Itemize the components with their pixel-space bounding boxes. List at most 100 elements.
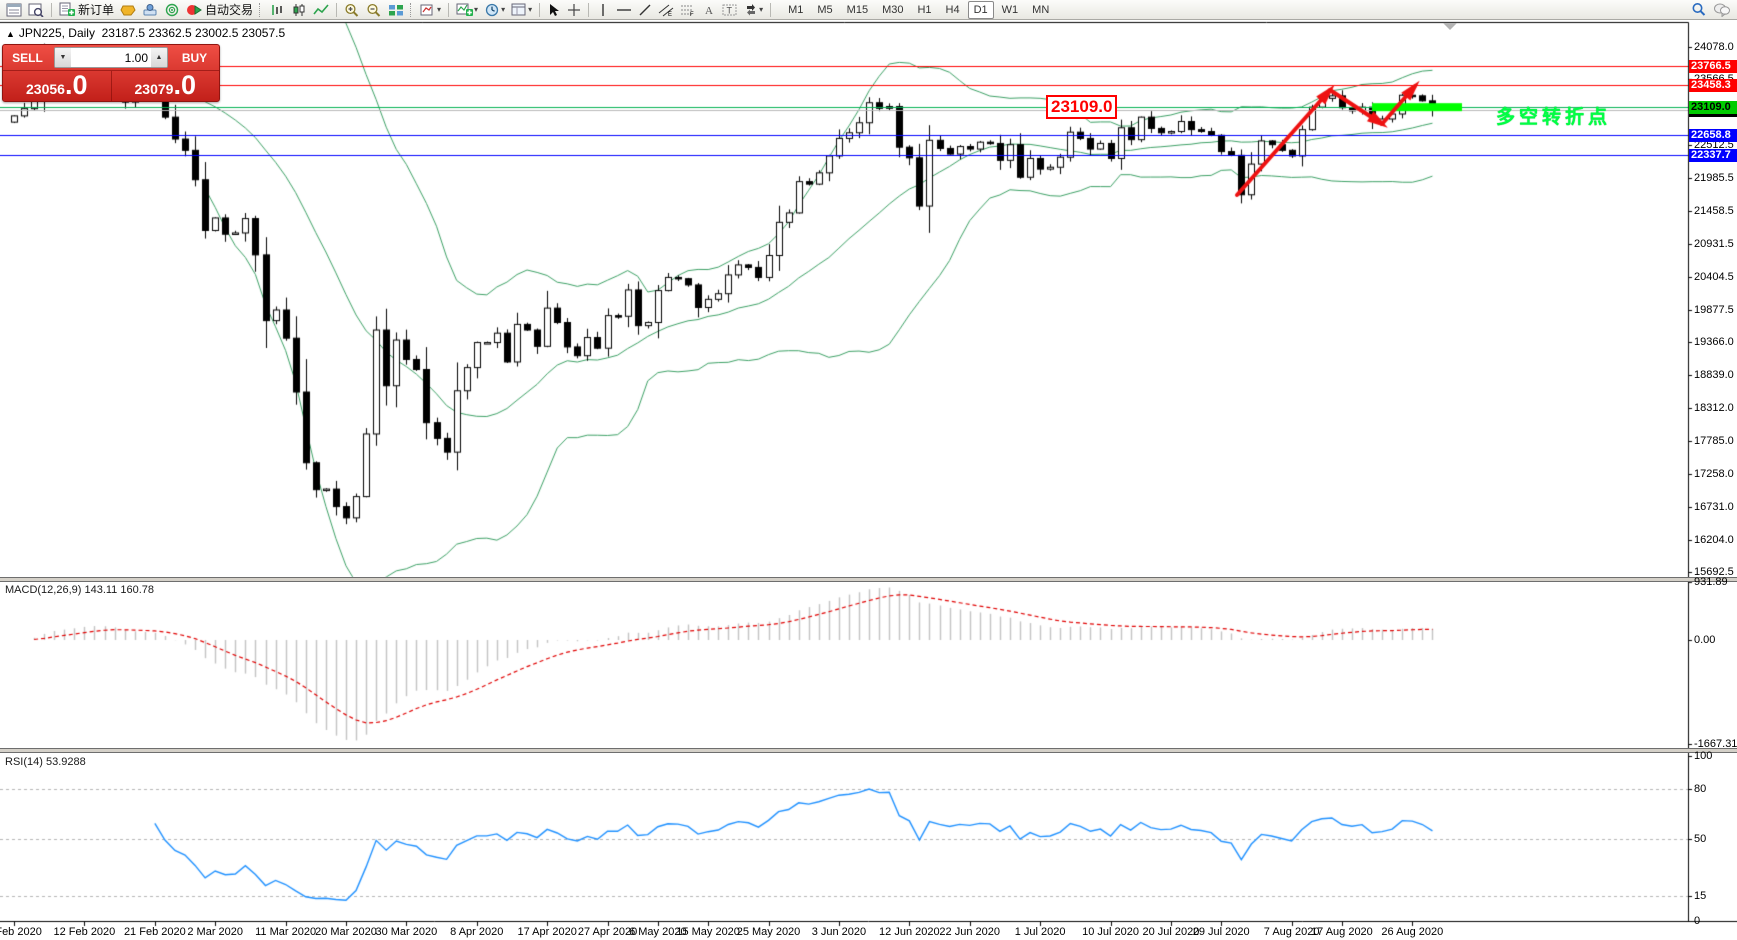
text-label-button[interactable]: T <box>719 1 741 19</box>
pane-separator-macd[interactable] <box>0 577 1737 582</box>
svg-text:A: A <box>705 5 713 17</box>
templates-button[interactable]: ▾ <box>508 1 535 19</box>
candlestick-chart-button[interactable] <box>288 1 310 19</box>
date-axis-label: 22 Jun 2020 <box>939 926 1000 938</box>
autotrading-button[interactable]: 自动交易 <box>183 1 256 19</box>
buy-price-main: 23079 <box>134 81 174 97</box>
zoom-out-button[interactable] <box>363 1 385 19</box>
buy-button[interactable]: BUY <box>181 50 208 65</box>
arrows-button[interactable]: ▾ <box>741 1 766 19</box>
price-axis-tick: 17258.0 <box>1694 467 1734 480</box>
date-axis-label: 6 May 2020 <box>629 926 687 938</box>
crosshair-button[interactable] <box>564 1 584 19</box>
equidistant-channel-button[interactable]: E <box>655 1 677 19</box>
date-axis-label: 2 Mar 2020 <box>187 926 244 938</box>
timeframe-D1[interactable]: D1 <box>967 0 994 19</box>
volume-decrease-button[interactable]: ▼ <box>55 48 71 67</box>
date-axis-label: 21 Feb 2020 <box>123 926 186 938</box>
toolbar-separator <box>448 2 450 17</box>
rsi-axis-tick: 50 <box>1694 832 1707 845</box>
rsi-axis-tick: 0 <box>1694 915 1701 927</box>
profiles-button[interactable]: ▾ <box>417 1 444 19</box>
date-axis-label: 10 Jul 2020 <box>1082 926 1139 938</box>
price-badge: 22658.8 <box>1689 128 1737 142</box>
timeframe-H1[interactable]: H1 <box>917 3 932 16</box>
date-axis-label: 1 Jul 2020 <box>1014 926 1066 938</box>
price-badge: 23458.3 <box>1689 78 1737 92</box>
date-axis-label: 12 Jun 2020 <box>879 926 940 938</box>
price-badge: 23109.0 <box>1689 100 1737 114</box>
chart-symbol-title: JPN225, Daily <box>18 26 95 40</box>
chart-ohlc-values: 23187.5 23362.5 23002.5 23057.5 <box>101 26 286 40</box>
macd-axis-tick: -1667.31 <box>1694 737 1737 750</box>
price-axis-tick: 18312.0 <box>1694 401 1734 414</box>
vertical-line-button[interactable] <box>593 1 613 19</box>
price-axis-tick: 20404.5 <box>1694 270 1734 283</box>
timeframe-W1[interactable]: W1 <box>1001 3 1019 16</box>
volume-increase-button[interactable]: ▲ <box>151 48 167 67</box>
dropdown-caret-icon: ▾ <box>474 5 479 14</box>
horizontal-line-button[interactable] <box>613 1 635 19</box>
timeframe-M15[interactable]: M15 <box>846 3 869 16</box>
periods-button[interactable]: ▾ <box>481 1 508 19</box>
toolbar-separator <box>588 2 590 17</box>
market-watch-icon[interactable] <box>3 1 25 19</box>
chart-shift-marker-icon[interactable] <box>1443 23 1457 30</box>
sell-price[interactable]: 23056.0 <box>3 71 112 101</box>
timeframe-M30[interactable]: M30 <box>882 3 904 16</box>
bar-chart-button[interactable] <box>266 1 288 19</box>
navigator-icon[interactable] <box>139 1 161 19</box>
price-callout-label: 23109.0 <box>1046 95 1118 119</box>
timeframe-MN[interactable]: MN <box>1032 3 1050 16</box>
toolbar-grip <box>259 2 263 17</box>
volume-input[interactable] <box>71 50 151 65</box>
price-axis-tick: 24078.0 <box>1694 40 1734 53</box>
timeframe-M5[interactable]: M5 <box>817 3 833 16</box>
new-order-button[interactable]: 新订单 <box>56 1 117 19</box>
buy-price[interactable]: 23079.0 <box>112 71 220 101</box>
macd-axis-tick: 0.00 <box>1694 634 1716 646</box>
search-icon[interactable] <box>1688 1 1710 19</box>
date-axis-label: 20 Mar 2020 <box>315 926 377 938</box>
toolbar-separator <box>336 2 338 17</box>
price-badge: 22337.7 <box>1689 148 1737 162</box>
date-axis-label: 15 May 2020 <box>676 926 740 938</box>
date-axis-label: 8 Apr 2020 <box>450 926 504 938</box>
price-axis-tick: 21985.5 <box>1694 171 1734 184</box>
strategy-tester-icon[interactable] <box>161 1 183 19</box>
line-chart-button[interactable] <box>310 1 332 19</box>
timeframe-H4[interactable]: H4 <box>945 3 960 16</box>
chat-icon[interactable] <box>1710 1 1734 19</box>
macd-indicator-label: MACD(12,26,9) 143.11 160.78 <box>5 584 154 596</box>
indicators-button[interactable]: ▾ <box>453 1 481 19</box>
pane-separator-rsi[interactable] <box>0 748 1737 753</box>
svg-text:E: E <box>668 12 672 17</box>
timeframe-M1[interactable]: M1 <box>788 3 804 16</box>
trendline-button[interactable] <box>635 1 655 19</box>
new-order-label: 新订单 <box>78 3 115 17</box>
fibonacci-button[interactable]: F <box>677 1 699 19</box>
sell-price-main: 23056 <box>26 81 65 97</box>
toolbar-separator <box>539 2 541 17</box>
trade-panel-top-row: SELL ▼ ▲ BUY <box>3 45 219 70</box>
metaeditor-icon[interactable] <box>117 1 139 19</box>
chart-title-line: ▲ JPN225, Daily 23187.5 23362.5 23002.5 2… <box>6 26 285 40</box>
data-window-icon[interactable] <box>25 1 47 19</box>
text-button[interactable]: A <box>699 1 719 19</box>
volume-stepper: ▼ ▲ <box>54 47 168 68</box>
one-click-trade-panel: SELL ▼ ▲ BUY 23056.0 23079.0 <box>2 44 220 102</box>
zoom-in-button[interactable] <box>341 1 363 19</box>
date-axis-label: 7 Aug 2020 <box>1263 926 1320 938</box>
date-axis-label: 20 Jul 2020 <box>1142 926 1200 938</box>
collapse-triangle-icon[interactable]: ▲ <box>6 29 15 39</box>
main-toolbar: 新订单 自动交易 ▾ ▾ ▾ ▾ <box>0 0 1737 20</box>
timeframe-group: M1 M5 M15 M30 H1 H4 D1 W1 MN <box>781 0 1056 19</box>
date-axis-label: 25 May 2020 <box>736 926 801 938</box>
date-axis-label: 12 Feb 2020 <box>53 926 116 938</box>
date-axis-label: 11 Mar 2020 <box>255 926 317 938</box>
tile-windows-button[interactable] <box>385 1 407 19</box>
cursor-button[interactable] <box>544 1 564 19</box>
chart-canvas[interactable] <box>0 20 1737 940</box>
sell-button[interactable]: SELL <box>12 50 43 65</box>
